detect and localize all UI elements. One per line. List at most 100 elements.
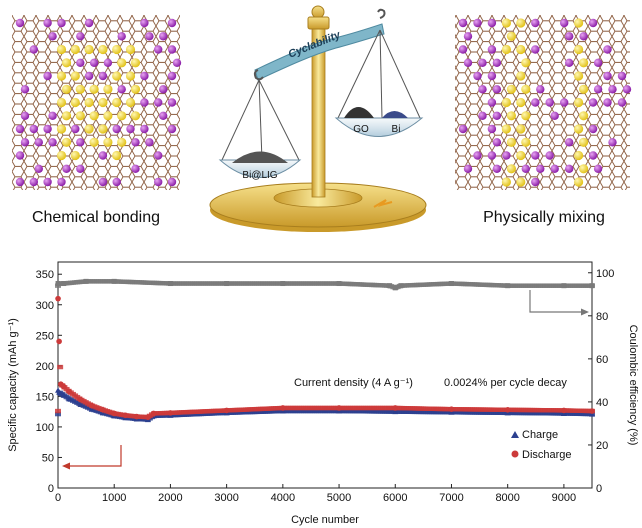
heteroatom (478, 85, 487, 94)
data-point (133, 413, 140, 420)
left-powder (232, 151, 288, 163)
y-left-tick-label: 100 (36, 422, 54, 434)
heteroatom (593, 164, 603, 173)
right-pan-label-go: GO (353, 124, 369, 135)
heteroatom (167, 124, 177, 134)
data-point (589, 283, 595, 289)
series-discharge (55, 295, 595, 420)
bismuth-atom (84, 124, 94, 134)
heteroatom (492, 85, 502, 94)
heteroatom (76, 164, 85, 173)
data-point (77, 396, 84, 403)
heteroatom (154, 98, 163, 107)
heteroatom (15, 18, 25, 28)
annotation-decay: 0.0024% per cycle decay (444, 377, 567, 389)
bismuth-atom (579, 111, 589, 121)
heteroatom (112, 124, 121, 134)
heteroatom (154, 177, 163, 187)
heteroatom (15, 177, 25, 187)
heteroatom (15, 151, 25, 160)
heteroatom (29, 177, 38, 187)
heteroatom (43, 71, 52, 81)
bismuth-atom (61, 137, 72, 147)
heteroatom (76, 32, 85, 41)
heteroatom (159, 85, 168, 94)
left-string (258, 79, 263, 161)
bismuth-atom (125, 71, 136, 81)
bismuth-atom (75, 84, 85, 94)
y-right-tick-label: 40 (596, 397, 608, 409)
heteroatom (531, 151, 540, 160)
heteroatom (159, 32, 168, 41)
bismuth-atom (579, 58, 589, 68)
bismuth-atom (521, 111, 531, 121)
heteroatom (43, 18, 52, 28)
heteroatom (167, 177, 177, 187)
heteroatom (603, 45, 612, 54)
data-point (448, 409, 455, 415)
y-axis-right-title: Coulombic efficiency (%) (627, 325, 639, 446)
heteroatom (565, 32, 574, 41)
bismuth-atom (516, 150, 526, 161)
trace-mark (55, 411, 61, 417)
bismuth-atom (117, 58, 127, 68)
caption-chemical-bonding: Chemical bonding (32, 209, 160, 226)
x-tick-label: 4000 (271, 492, 295, 504)
heteroatom (98, 71, 108, 81)
heteroatom (622, 85, 632, 94)
heteroatom (579, 32, 588, 41)
right-powder-bi (382, 111, 408, 118)
heteroatom (76, 58, 85, 67)
heteroatom (463, 32, 473, 41)
bismuth-atom (103, 137, 113, 147)
heteroatom (43, 177, 52, 187)
heteroatom (603, 71, 612, 81)
heteroatom (76, 138, 85, 147)
bismuth-atom (501, 124, 511, 134)
data-point (57, 390, 64, 396)
data-point (122, 412, 129, 419)
atoms-left (15, 18, 182, 187)
data-point (387, 283, 393, 289)
heteroatom (48, 111, 57, 121)
y-left-tick-label: 250 (36, 330, 54, 342)
heteroatom (167, 18, 177, 28)
bismuth-atom (98, 44, 108, 55)
bismuth-atom (516, 18, 526, 28)
heteroatom (473, 18, 482, 28)
bismuth-atom (574, 18, 584, 28)
x-tick-label: 7000 (439, 492, 463, 504)
bismuth-atom (56, 97, 67, 108)
heteroatom (492, 138, 502, 147)
bismuth-atom (506, 111, 516, 121)
bismuth-atom (75, 111, 85, 121)
bismuth-atom (70, 150, 80, 161)
heteroatom (531, 18, 540, 28)
heteroatom (57, 18, 66, 28)
data-point (111, 278, 117, 284)
y-right-tick-label: 60 (596, 354, 608, 366)
spark-icon (373, 199, 393, 208)
heteroatom (492, 58, 502, 67)
heteroatom (167, 71, 177, 81)
legend-charge-marker (511, 431, 519, 438)
heteroatom (617, 98, 627, 107)
lattice-chemical-bonding (12, 15, 182, 190)
legend: Charge Discharge (511, 429, 572, 461)
bismuth-atom (56, 150, 67, 161)
data-point (55, 281, 61, 287)
bismuth-atom (506, 84, 516, 94)
bismuth-atom (61, 58, 72, 68)
heteroatom (536, 85, 545, 94)
data-point (504, 407, 511, 413)
heteroatom (48, 32, 57, 41)
series-charge (55, 387, 595, 423)
heteroatom (545, 98, 554, 107)
data-point (77, 401, 84, 407)
legend-charge-label: Charge (522, 429, 558, 441)
bismuth-atom (98, 124, 108, 134)
heteroatom (458, 124, 468, 134)
heteroatom (34, 138, 43, 147)
bismuth-atom (112, 150, 122, 161)
right-string (379, 29, 383, 119)
